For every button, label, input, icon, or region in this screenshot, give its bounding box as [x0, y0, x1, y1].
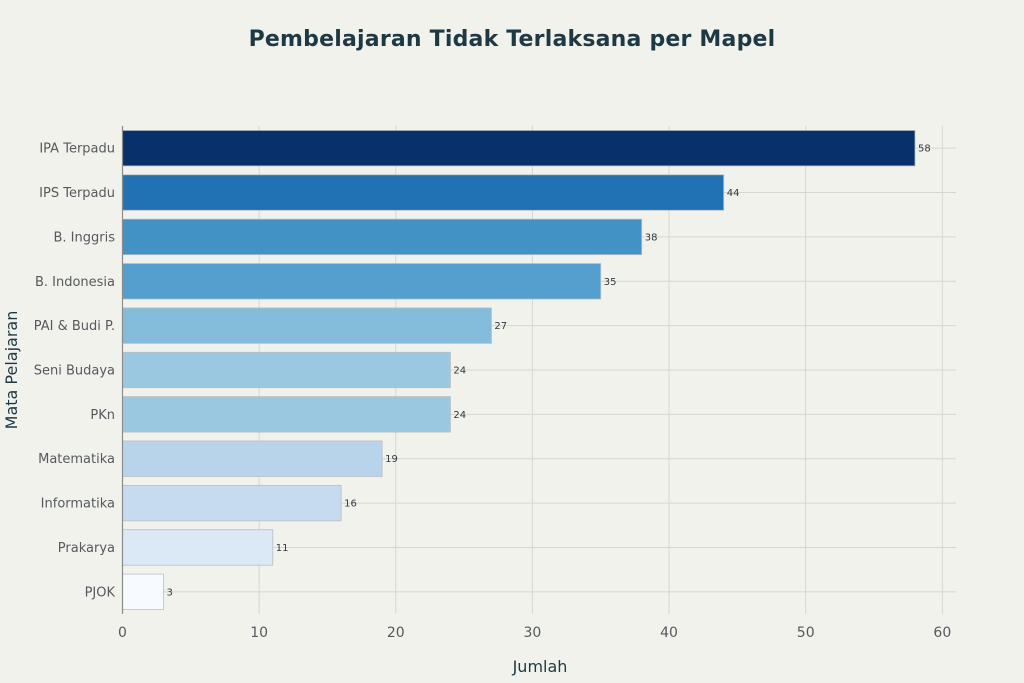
y-tick-label: IPA Terpadu — [39, 142, 115, 157]
data-label: 19 — [385, 454, 398, 465]
data-label: 27 — [494, 321, 507, 332]
y-tick-label: PAI & Budi P. — [34, 319, 115, 334]
data-label: 24 — [453, 366, 466, 377]
y-tick-labels: IPA Terpadu IPS Terpadu B. Inggris B. Indon… — [34, 142, 116, 601]
data-label: 38 — [645, 232, 658, 243]
y-tick-label: IPS Terpadu — [39, 186, 115, 201]
bar — [122, 218, 643, 256]
data-label: 3 — [166, 587, 172, 598]
bar — [122, 351, 451, 389]
chart-title: Pembelajaran Tidak Terlaksana per Mapel — [248, 27, 776, 52]
y-axis-title: Mata Pelajaran — [2, 311, 21, 430]
bar — [122, 263, 602, 300]
data-label: 16 — [344, 499, 357, 510]
bar — [122, 396, 451, 433]
data-label: 58 — [918, 144, 931, 155]
y-tick-label: Prakarya — [58, 541, 115, 556]
bar — [122, 440, 383, 477]
bar — [122, 484, 342, 522]
y-tick-label: PJOK — [85, 585, 116, 600]
y-tick-label: Seni Budaya — [34, 364, 115, 379]
data-label: 24 — [453, 410, 466, 421]
x-tick-labels: 0 10 20 30 40 50 60 — [118, 625, 951, 641]
x-tick-label: 10 — [250, 625, 268, 641]
bar — [122, 573, 164, 610]
bars — [122, 130, 916, 610]
y-tick-label: PKn — [90, 408, 115, 423]
data-label: 35 — [604, 277, 617, 288]
y-tick-label: Informatika — [41, 497, 115, 512]
x-tick-label: 30 — [524, 625, 542, 641]
x-axis-title: Jumlah — [512, 657, 568, 676]
data-label: 44 — [727, 188, 740, 199]
x-tick-label: 50 — [797, 625, 815, 641]
bar — [122, 130, 916, 167]
y-tick-label: B. Inggris — [54, 230, 116, 245]
bar — [122, 529, 274, 566]
data-labels: 58 44 38 35 27 24 24 19 16 11 3 — [166, 144, 930, 599]
data-label: 11 — [276, 543, 289, 554]
bar — [122, 174, 725, 211]
x-tick-label: 0 — [118, 625, 127, 641]
x-tick-label: 60 — [933, 625, 951, 641]
x-tick-label: 40 — [660, 625, 678, 641]
y-tick-label: B. Indonesia — [35, 275, 115, 290]
bar — [122, 307, 492, 344]
y-tick-label: Matematika — [38, 452, 115, 467]
x-tick-label: 20 — [387, 625, 405, 641]
